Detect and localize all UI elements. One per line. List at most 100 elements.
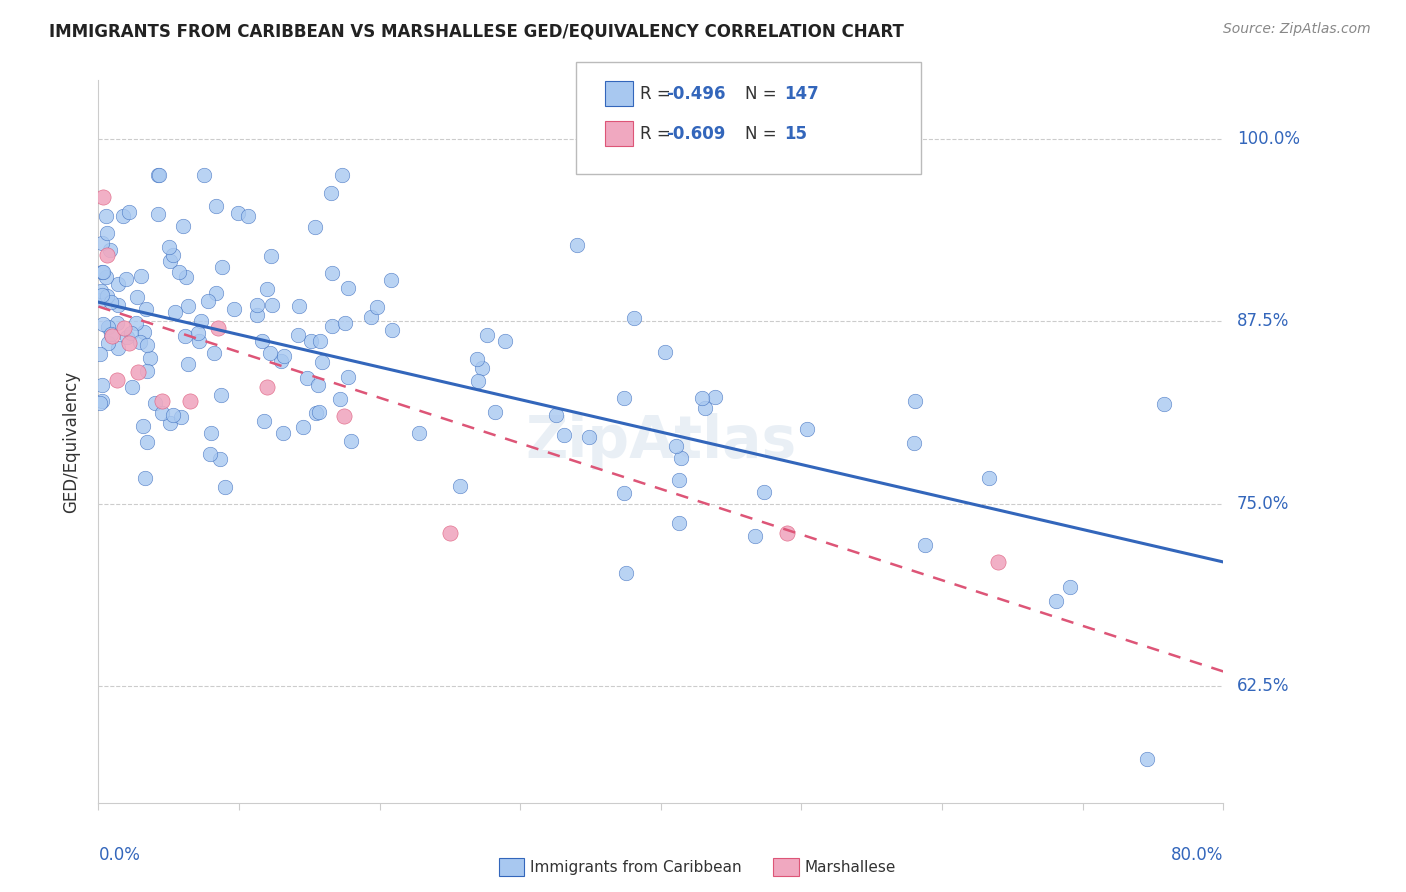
Point bbox=[91, 393, 114, 408]
Point bbox=[125, 290, 148, 304]
Point bbox=[471, 360, 494, 375]
Point bbox=[321, 266, 343, 280]
Point bbox=[270, 354, 292, 368]
Point bbox=[120, 326, 142, 340]
Point bbox=[136, 338, 159, 352]
Point bbox=[198, 447, 221, 461]
Point bbox=[145, 395, 167, 409]
Point bbox=[295, 371, 318, 385]
Point bbox=[613, 391, 636, 405]
Point bbox=[288, 300, 311, 314]
Text: Marshallese: Marshallese bbox=[804, 860, 896, 874]
Point bbox=[226, 205, 249, 219]
Point bbox=[381, 323, 404, 337]
Point bbox=[193, 168, 215, 182]
Point bbox=[150, 394, 173, 409]
Text: R =: R = bbox=[640, 125, 676, 143]
Text: N =: N = bbox=[745, 125, 782, 143]
Point bbox=[205, 199, 228, 213]
Point bbox=[205, 286, 228, 301]
Point bbox=[271, 426, 294, 441]
Point bbox=[172, 219, 194, 233]
Text: IMMIGRANTS FROM CARIBBEAN VS MARSHALLESE GED/EQUIVALENCY CORRELATION CHART: IMMIGRANTS FROM CARIBBEAN VS MARSHALLESE… bbox=[49, 22, 904, 40]
Point bbox=[207, 321, 229, 335]
Point bbox=[904, 394, 927, 409]
Point bbox=[308, 405, 330, 419]
Point bbox=[304, 219, 326, 234]
Point bbox=[107, 298, 129, 312]
Point bbox=[465, 351, 488, 366]
Point bbox=[163, 305, 186, 319]
Point bbox=[187, 334, 209, 348]
Point bbox=[1136, 752, 1159, 766]
Point bbox=[174, 328, 197, 343]
Point bbox=[100, 327, 122, 342]
Point bbox=[669, 451, 692, 466]
Point bbox=[380, 273, 402, 287]
Point bbox=[112, 209, 135, 223]
Text: 100.0%: 100.0% bbox=[1237, 129, 1301, 148]
Point bbox=[90, 236, 112, 251]
Text: 62.5%: 62.5% bbox=[1237, 677, 1289, 695]
Point bbox=[128, 335, 150, 350]
Point bbox=[135, 434, 157, 449]
Point bbox=[174, 270, 197, 285]
Point bbox=[90, 378, 112, 392]
Text: 15: 15 bbox=[785, 125, 807, 143]
Point bbox=[96, 227, 118, 241]
Point bbox=[162, 248, 184, 262]
Point bbox=[246, 298, 269, 312]
Point bbox=[336, 281, 359, 295]
Point bbox=[333, 316, 356, 330]
Point bbox=[339, 434, 361, 448]
Text: N =: N = bbox=[745, 85, 782, 103]
Point bbox=[311, 355, 333, 369]
Point bbox=[692, 391, 714, 405]
Point bbox=[623, 311, 645, 326]
Text: 0.0%: 0.0% bbox=[98, 847, 141, 864]
Point bbox=[94, 270, 117, 285]
Point bbox=[321, 319, 343, 334]
Point bbox=[567, 238, 589, 252]
Point bbox=[100, 243, 122, 257]
Point bbox=[148, 168, 170, 182]
Point bbox=[208, 452, 231, 467]
Point bbox=[134, 470, 156, 484]
Y-axis label: GED/Equivalency: GED/Equivalency bbox=[62, 370, 80, 513]
Point bbox=[668, 473, 690, 487]
Point bbox=[307, 378, 329, 392]
Point bbox=[256, 380, 278, 394]
Point bbox=[115, 330, 138, 344]
Point bbox=[449, 479, 471, 493]
Point bbox=[914, 538, 936, 552]
Text: R =: R = bbox=[640, 85, 676, 103]
Point bbox=[97, 335, 120, 350]
Point bbox=[246, 308, 269, 322]
Point bbox=[236, 209, 259, 223]
Point bbox=[654, 345, 676, 359]
Point bbox=[159, 416, 181, 430]
Point bbox=[169, 409, 191, 424]
Point bbox=[90, 293, 112, 307]
Point bbox=[903, 436, 925, 450]
Point bbox=[467, 375, 489, 389]
Point bbox=[91, 190, 114, 204]
Point bbox=[135, 302, 157, 317]
Point bbox=[744, 529, 766, 543]
Point bbox=[177, 300, 200, 314]
Point bbox=[695, 401, 717, 415]
Point bbox=[979, 471, 1001, 485]
Point bbox=[553, 427, 575, 442]
Point bbox=[146, 207, 169, 221]
Point bbox=[136, 364, 159, 378]
Point bbox=[121, 380, 143, 394]
Point bbox=[259, 345, 281, 359]
Point bbox=[105, 316, 128, 330]
Point bbox=[253, 414, 276, 428]
Point bbox=[260, 298, 283, 312]
Point bbox=[252, 334, 274, 348]
Point bbox=[101, 328, 124, 343]
Text: 87.5%: 87.5% bbox=[1237, 312, 1289, 330]
Point bbox=[190, 314, 212, 328]
Point bbox=[333, 409, 356, 423]
